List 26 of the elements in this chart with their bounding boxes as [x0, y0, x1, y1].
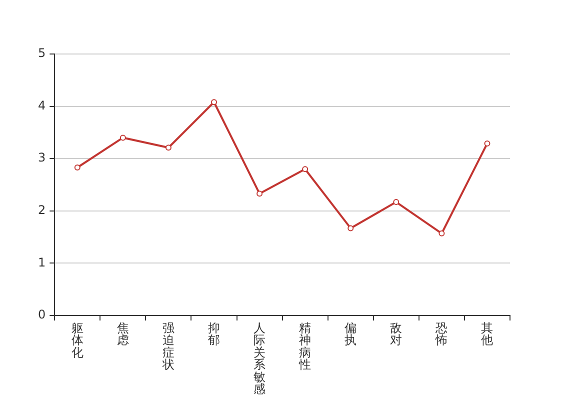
x-tick-label: 焦虑: [116, 320, 129, 348]
y-tick-label: 4: [38, 98, 46, 112]
y-tick-label: 1: [38, 255, 46, 270]
y-tick-label: 0: [38, 308, 46, 322]
x-tick-label: 抑郁: [208, 320, 220, 348]
point: [256, 190, 263, 197]
point: [120, 134, 126, 141]
point: [211, 99, 218, 106]
x-tick-label: 其他: [481, 320, 494, 348]
x-tick-label: 敌对: [390, 320, 402, 348]
point: [393, 199, 400, 206]
point: [302, 166, 308, 172]
point: [438, 230, 445, 236]
x-tick-label: 精神病性: [298, 320, 312, 372]
x-tick-label: 偏执: [344, 320, 357, 348]
point: [484, 140, 490, 146]
point: [74, 164, 80, 171]
point: [348, 225, 354, 232]
x-tick-label: 人际关系敏感: [254, 320, 266, 396]
y-tick-label: 3: [38, 150, 46, 165]
x-tick-label: 恐怖: [434, 320, 448, 348]
y-tick-label: 2: [38, 203, 46, 218]
y-tick-label: 5: [38, 46, 46, 60]
x-tick-label: 强迫症状: [161, 320, 174, 372]
x-tick-label: 躯体化: [71, 320, 84, 360]
point: [165, 144, 172, 151]
